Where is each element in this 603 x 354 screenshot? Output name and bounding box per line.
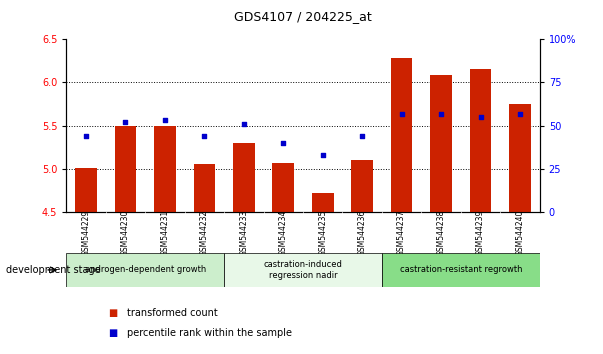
Point [318,152,327,158]
Text: GSM544229: GSM544229 [81,210,90,256]
Text: development stage: development stage [6,265,101,275]
Text: GSM544233: GSM544233 [239,210,248,256]
Bar [154,126,176,212]
Text: GSM544230: GSM544230 [121,210,130,256]
Text: androgen-dependent growth: androgen-dependent growth [84,266,206,274]
Bar [509,104,531,212]
Text: castration-induced
regression nadir: castration-induced regression nadir [264,260,343,280]
Text: GDS4107 / 204225_at: GDS4107 / 204225_at [234,10,372,23]
Bar [115,126,136,212]
Point [515,111,525,116]
Bar [75,168,97,212]
Bar [273,163,294,212]
Text: GSM544240: GSM544240 [516,210,525,256]
Text: GSM544232: GSM544232 [200,210,209,256]
Point [476,114,485,120]
Point [358,133,367,139]
Text: transformed count: transformed count [127,308,217,318]
Text: GSM544238: GSM544238 [437,210,446,256]
Point [121,119,130,125]
Bar [391,58,412,212]
Point [397,111,406,116]
FancyBboxPatch shape [224,253,382,287]
Text: percentile rank within the sample: percentile rank within the sample [127,328,292,338]
Point [239,121,248,127]
Text: GSM544231: GSM544231 [160,210,169,256]
Text: GSM544235: GSM544235 [318,210,327,256]
Text: ■: ■ [109,308,118,318]
Bar [470,69,491,212]
Text: GSM544236: GSM544236 [358,210,367,256]
FancyBboxPatch shape [66,253,224,287]
Bar [430,75,452,212]
Point [160,118,170,123]
Point [81,133,91,139]
FancyBboxPatch shape [382,253,540,287]
Point [200,133,209,139]
Text: castration-resistant regrowth: castration-resistant regrowth [400,266,522,274]
Point [436,111,446,116]
Bar [194,164,215,212]
Text: GSM544234: GSM544234 [279,210,288,256]
Text: GSM544237: GSM544237 [397,210,406,256]
Text: ■: ■ [109,328,118,338]
Bar [312,193,333,212]
Bar [352,160,373,212]
Bar [233,143,254,212]
Point [279,140,288,146]
Text: GSM544239: GSM544239 [476,210,485,256]
